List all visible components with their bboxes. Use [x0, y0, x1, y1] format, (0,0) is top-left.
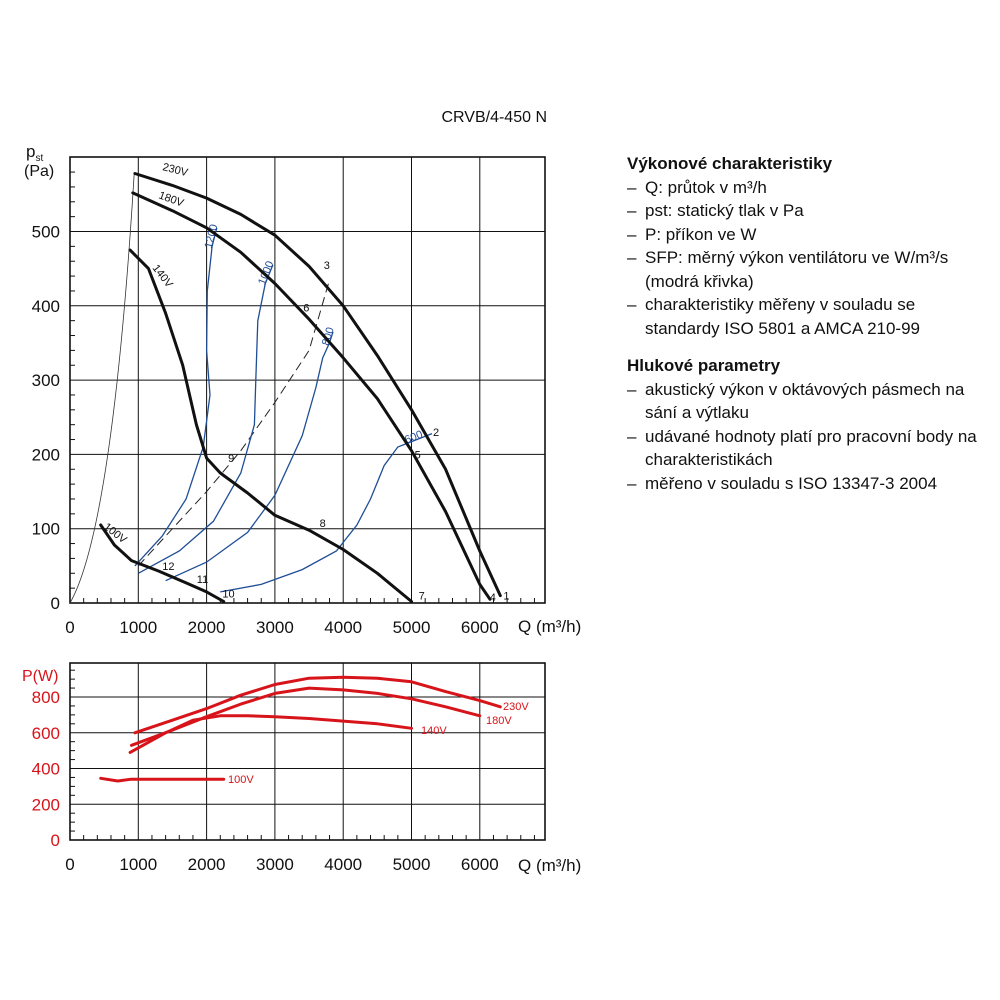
power-y-tick-label: 400	[32, 760, 60, 779]
performance-item: Q: průtok v m³/h	[627, 176, 992, 200]
pressure-y-tick-label: 400	[32, 297, 60, 316]
chart-title: CRVB/4-450 N	[441, 109, 547, 126]
noise-list: akustický výkon v oktávových pásmech na …	[627, 378, 992, 496]
power-curve-230V	[133, 675, 502, 735]
pressure-x-tick-label: 2000	[188, 618, 226, 637]
performance-item: charakteristiky měřeny v souladu se stan…	[627, 293, 992, 340]
power-x-tick-label: 0	[65, 855, 74, 874]
performance-heading: Výkonové charakteristiky	[627, 154, 833, 173]
operating-point-label: 9	[228, 453, 234, 465]
operating-point-label: 8	[320, 518, 326, 530]
noise-heading: Hlukové parametry	[627, 356, 781, 375]
fan-curve-230V	[133, 172, 502, 598]
power-curve-100V	[99, 776, 226, 783]
noise-item: akustický výkon v oktávových pásmech na …	[627, 378, 992, 425]
pressure-y-tick-label: 200	[32, 445, 60, 464]
operating-point-label: 11	[197, 574, 208, 586]
fan-curve-label: 140V	[150, 262, 176, 290]
fan-curve-100V	[99, 523, 226, 603]
legend-panel: Výkonové charakteristiky Q: průtok v m³/…	[627, 152, 992, 509]
power-y-tick-label: 200	[32, 795, 60, 814]
sfp-curve-label: 800	[320, 326, 337, 347]
sfp-curve-1000	[137, 264, 274, 574]
pressure-x-axis-label: Q (m³/h)	[518, 617, 581, 636]
pressure-x-tick-label: 3000	[256, 618, 294, 637]
power-y-tick-label: 0	[51, 831, 60, 850]
pressure-x-tick-label: 4000	[324, 618, 362, 637]
sfp-curve-800	[165, 331, 334, 582]
power-curve-140V	[128, 714, 413, 754]
operating-point-label: 4	[490, 592, 496, 604]
power-y-axis-label: P(W)	[22, 668, 58, 685]
pressure-x-tick-label: 1000	[119, 618, 157, 637]
performance-item: P: příkon ve W	[627, 223, 992, 247]
pressure-x-tick-label: 5000	[393, 618, 431, 637]
power-x-axis-label: Q (m³/h)	[518, 856, 581, 875]
performance-list: Q: průtok v m³/h pst: statický tlak v Pa…	[627, 176, 992, 341]
fan-curve-label: 230V	[161, 161, 189, 179]
power-curve-label: 230V	[503, 701, 529, 713]
power-x-tick-label: 6000	[461, 855, 499, 874]
sfp-curve-1200	[134, 227, 218, 567]
power-curve-label: 180V	[486, 715, 512, 727]
power-minor-ticks	[70, 669, 535, 840]
performance-item: pst: statický tlak v Pa	[627, 199, 992, 223]
operating-point-label: 10	[222, 588, 234, 600]
pressure-x-tick-label: 0	[65, 618, 74, 637]
pressure-y-tick-label: 500	[32, 223, 60, 242]
system-curve-group	[69, 173, 330, 604]
operating-point-label: 3	[324, 260, 330, 272]
power-plot-frame	[69, 662, 546, 841]
pressure-x-tick-labels: 0 1000 2000 3000 4000 5000 6000	[65, 618, 498, 637]
power-y-tick-label: 600	[32, 724, 60, 743]
stall-boundary-line	[69, 173, 135, 604]
pressure-y-axis-label: pst	[26, 142, 43, 164]
pressure-grid	[69, 156, 546, 604]
operating-point-label: 5	[415, 449, 421, 461]
operating-point-label: 2	[433, 427, 439, 439]
operating-point-label: 7	[419, 591, 425, 603]
power-curve-group: 230V 180V 140V 100V	[99, 675, 529, 786]
fan-curve-180V	[131, 191, 492, 601]
pressure-y-tick-label: 100	[32, 520, 60, 539]
power-x-tick-label: 2000	[188, 855, 226, 874]
power-x-tick-label: 5000	[393, 855, 431, 874]
operating-point-label: 1	[503, 591, 509, 603]
pressure-minor-ticks	[70, 171, 535, 603]
noise-item: udávané hodnoty platí pro pracovní body …	[627, 425, 992, 472]
power-x-tick-labels: 0 1000 2000 3000 4000 5000 6000	[65, 855, 498, 874]
power-x-tick-label: 1000	[119, 855, 157, 874]
power-x-tick-label: 3000	[256, 855, 294, 874]
power-y-tick-label: 800	[32, 688, 60, 707]
power-curve-label: 140V	[421, 725, 447, 737]
pressure-y-axis-unit: (Pa)	[24, 163, 54, 180]
power-x-tick-label: 4000	[324, 855, 362, 874]
operating-point-label: 12	[162, 561, 174, 573]
noise-item: měřeno v souladu s ISO 13347-3 2004	[627, 472, 992, 496]
power-curve-label: 100V	[228, 774, 254, 786]
system-curve-line	[137, 279, 330, 567]
pressure-x-tick-label: 6000	[461, 618, 499, 637]
pressure-y-tick-label: 300	[32, 371, 60, 390]
pressure-y-tick-label: 0	[51, 594, 60, 613]
pressure-plot-frame	[69, 156, 546, 604]
fan-curve-140V	[128, 248, 413, 603]
performance-item: SFP: měrný výkon ventilátoru ve W/m³/s (…	[627, 246, 992, 293]
operating-point-label: 6	[303, 302, 309, 314]
pressure-y-tick-labels: 0 100 200 300 400 500	[32, 223, 60, 614]
sfp-curve-600	[220, 432, 433, 593]
power-y-tick-labels: 0 200 400 600 800	[32, 688, 60, 850]
